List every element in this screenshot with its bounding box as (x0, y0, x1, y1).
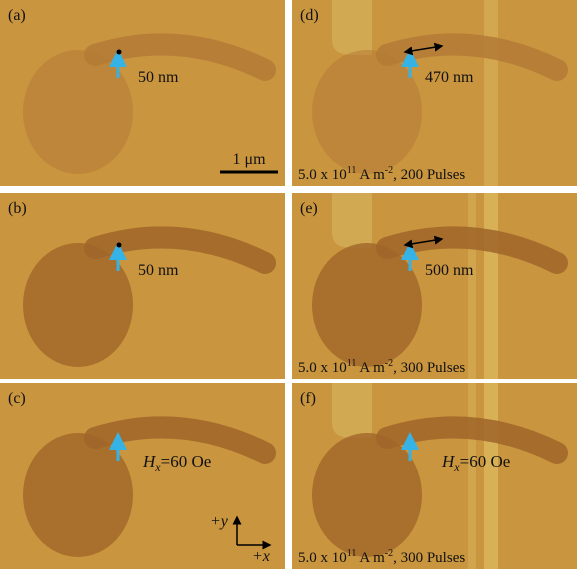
electrode (332, 193, 372, 248)
electrode (332, 0, 372, 55)
caption-base: 5.0 x 10 (298, 550, 347, 566)
pulse-caption: 5.0 x 1011 A m-2, 200 Pulses (298, 165, 465, 183)
dot (117, 243, 122, 248)
caption-base: 5.0 x 10 (298, 360, 347, 376)
stripe (484, 383, 498, 569)
axis-y-label: +y (210, 513, 229, 530)
dot (117, 50, 122, 55)
panel-label: (c) (8, 390, 26, 407)
caption-unit-exp: -2 (385, 165, 393, 176)
caption-unit-exp: -2 (385, 548, 393, 559)
panel: (e) 500 nm 5.0 x 1011 A m-2, 300 Pulses (292, 193, 577, 379)
stripe (468, 383, 476, 569)
axis-x-label: +x (252, 548, 270, 565)
caption-unit: A m (356, 550, 385, 566)
pulse-caption: 5.0 x 1011 A m-2, 300 Pulses (298, 358, 465, 376)
panel: (c) Hx=60 Oe +y +x (0, 383, 285, 569)
caption-base: 5.0 x 10 (298, 167, 347, 183)
distance: 470 nm (425, 69, 474, 86)
panel: (f) Hx=60 Oe 5.0 x 1011 A m-2, 300 Pulses (292, 383, 577, 569)
panel: (a) 50 nm 1 μm (0, 0, 285, 186)
caption-exp: 11 (347, 548, 357, 559)
panel-label: (b) (8, 200, 27, 217)
panel-label: (a) (8, 7, 26, 24)
distance: 50 nm (138, 69, 179, 86)
distance: 50 nm (138, 262, 179, 279)
caption-count: , 300 Pulses (393, 550, 465, 566)
caption-count: , 200 Pulses (393, 167, 465, 183)
caption-unit: A m (356, 360, 385, 376)
caption-unit-exp: -2 (385, 358, 393, 369)
stripe (468, 193, 476, 379)
figure: (a) 50 nm 1 μm (b) 50 nm (c) Hx=60 Oe +y +x (d) 47… (0, 0, 577, 569)
domain-body (312, 50, 422, 174)
field-label: Hx=60 Oe (441, 452, 510, 474)
field-value: =60 Oe (161, 452, 212, 471)
panel-label: (e) (300, 200, 318, 217)
domain-body (312, 243, 422, 367)
panel: (b) 50 nm (0, 193, 285, 379)
stripe (484, 0, 498, 186)
stripe (484, 193, 498, 379)
electrode (332, 383, 372, 438)
caption-unit: A m (356, 167, 385, 183)
panel: (d) 470 nm 5.0 x 1011 A m-2, 200 Pulses (292, 0, 577, 186)
scale-label: 1 μm (232, 151, 266, 168)
caption-exp: 11 (347, 358, 357, 369)
field-value: =60 Oe (460, 452, 511, 471)
caption-exp: 11 (347, 165, 357, 176)
pulse-caption: 5.0 x 1011 A m-2, 300 Pulses (298, 548, 465, 566)
panel-label: (f) (300, 390, 316, 407)
distance: 500 nm (425, 262, 474, 279)
field-label: Hx=60 Oe (142, 452, 211, 474)
domain-body (312, 433, 422, 557)
caption-count: , 300 Pulses (393, 360, 465, 376)
panel-label: (d) (300, 7, 319, 24)
